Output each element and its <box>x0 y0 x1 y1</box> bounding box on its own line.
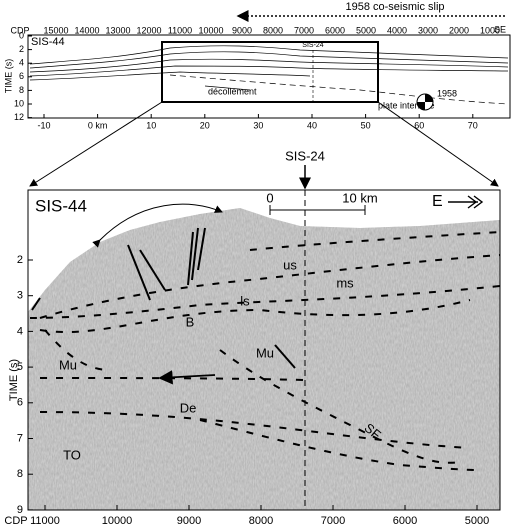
time-tick-label: 2 <box>19 44 24 54</box>
cdp-tick-label: 12000 <box>136 25 161 35</box>
time-tick-label: 10 <box>14 98 24 108</box>
unit-label: De <box>180 400 197 415</box>
cdp-tick-label: 14000 <box>74 25 99 35</box>
seismic-image <box>28 208 500 510</box>
cdp-tick-label: 3000 <box>418 25 438 35</box>
time-tick-label: 6 <box>17 397 23 409</box>
section: SIS-24 SIS-44 0 10 km E TIME (s) CDP <box>4 148 501 527</box>
cdp-tick-label: 2000 <box>449 25 469 35</box>
km-tick-label: 70 <box>468 120 478 130</box>
unit-label: us <box>283 257 297 272</box>
km-tick-label: -10 <box>37 120 50 130</box>
unit-label: B <box>186 314 195 329</box>
time-label: TIME (s) <box>3 59 13 94</box>
time-tick-label: 4 <box>17 325 23 337</box>
cdp-tick-label: 9000 <box>232 25 252 35</box>
focal-mechanism <box>416 93 434 111</box>
cdp-tick-label: 6000 <box>393 515 417 527</box>
cdp-tick-label: 9000 <box>177 515 201 527</box>
time-tick-label: 4 <box>19 58 24 68</box>
cdp-tick-label: 1000 <box>480 25 500 35</box>
direction-arrow <box>448 195 484 209</box>
time-tick-label: 9 <box>17 504 23 516</box>
plate-interface-label: plate interface <box>378 100 435 110</box>
cdp-tick-label: 13000 <box>105 25 130 35</box>
cdp-tick-label: 8000 <box>263 25 283 35</box>
cdp-tick-label: 6000 <box>325 25 345 35</box>
cdp-tick-label: 7000 <box>321 515 345 527</box>
cdp-label: CDP <box>4 515 27 527</box>
time-tick-label: 12 <box>14 112 24 122</box>
direction-label: E <box>432 193 443 210</box>
cdp-tick-label: 7000 <box>294 25 314 35</box>
overview-title: SIS-44 <box>31 36 65 48</box>
cdp-tick-label: 5000 <box>465 515 489 527</box>
unit-label: Mu <box>59 357 77 372</box>
cdp-tick-label: 10000 <box>198 25 223 35</box>
section-frame <box>27 189 501 511</box>
overview-line-label: SIS-24 <box>302 42 324 49</box>
km-tick-label: 30 <box>253 120 263 130</box>
time-tick-label: 6 <box>19 71 24 81</box>
km-tick-label: 0 km <box>88 120 108 130</box>
time-label: TIME (s) <box>8 359 20 401</box>
scale-length: 10 km <box>342 190 377 205</box>
unit-label: TO <box>63 447 81 462</box>
km-tick-label: 10 <box>146 120 156 130</box>
cdp-tick-label: 15000 <box>43 25 68 35</box>
connector <box>377 101 499 187</box>
cdp-tick-label: 11000 <box>168 25 192 35</box>
cdp-label: CDP <box>10 25 29 35</box>
slip-direction <box>158 370 216 385</box>
time-tick-label: 8 <box>19 85 24 95</box>
fold-arrow <box>92 203 223 248</box>
scale-zero: 0 <box>266 190 273 205</box>
cdp-tick-label: 11000 <box>30 515 60 527</box>
cdp-tick-label: 5000 <box>356 25 376 35</box>
time-tick-label: 0 <box>19 30 24 40</box>
unit-label: ls <box>240 293 250 308</box>
unit-label: Mu <box>256 345 274 360</box>
time-tick-label: 3 <box>17 290 23 302</box>
overview: SIS-44 SIS-24 décollement plate interfac… <box>3 25 511 119</box>
cdp-tick-label: 4000 <box>387 25 407 35</box>
time-tick-label: 2 <box>17 254 23 266</box>
section-line-label: SIS-24 <box>285 148 325 163</box>
slip-label: 1958 co-seismic slip <box>345 1 444 13</box>
zoom-box <box>161 41 379 103</box>
km-tick-label: 60 <box>414 120 424 130</box>
unit-label: ms <box>336 275 354 290</box>
year-label: 1958 <box>437 88 457 98</box>
end-label: SE <box>494 24 506 34</box>
km-tick-label: 50 <box>361 120 371 130</box>
section-title: SIS-44 <box>35 196 87 215</box>
cdp-tick-label: 10000 <box>102 515 133 527</box>
time-tick-label: 8 <box>17 468 23 480</box>
connector <box>29 101 163 187</box>
km-tick-label: 40 <box>307 120 317 130</box>
decollement-label: décollement <box>208 86 257 96</box>
time-tick-label: 7 <box>17 432 23 444</box>
cdp-tick-label: 8000 <box>249 515 273 527</box>
horizons <box>29 231 501 471</box>
time-tick-label: 5 <box>17 361 23 373</box>
km-tick-label: 20 <box>200 120 210 130</box>
